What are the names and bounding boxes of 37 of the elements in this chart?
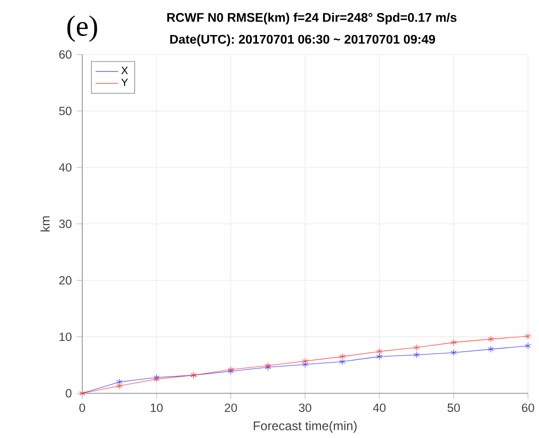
point: [376, 353, 382, 360]
x-tick-label: 60: [522, 404, 534, 412]
x-tick-label: 40: [373, 404, 386, 412]
point: [339, 353, 346, 360]
y-tick-label: 40: [58, 163, 72, 172]
point: [524, 332, 532, 340]
y-tick-label: 20: [59, 276, 72, 285]
chart-title: RCWF N0 RMSE(km) f=24 Dir=248° Spd=0.17 m/s: [167, 12, 456, 24]
x-axis-title: Forecast time(min): [254, 421, 357, 433]
y-axis-title: km: [40, 216, 50, 232]
point: [488, 346, 494, 353]
x-tick-label: 50: [448, 404, 460, 412]
point: [116, 378, 122, 386]
point: [302, 361, 308, 368]
y-tick-label: 0: [66, 389, 72, 398]
point: [450, 349, 457, 356]
point: [488, 336, 494, 343]
text: (e): [67, 16, 98, 42]
y-tick-label: 30: [59, 220, 72, 228]
point: [414, 344, 420, 352]
legend-label: X: [121, 66, 128, 74]
point: [450, 339, 457, 346]
x-tick-label: 10: [150, 404, 163, 412]
x-tick-label: 20: [224, 404, 237, 412]
point: [116, 382, 122, 390]
point: [376, 348, 382, 355]
y-tick-label: 50: [59, 106, 72, 116]
point: [414, 352, 420, 358]
legend-label: Y: [121, 78, 128, 86]
point: [302, 358, 308, 365]
point: [524, 342, 532, 350]
y-tick-label: 60: [59, 50, 72, 59]
chart-subtitle: Date(UTC): 20170701 06:30 ~ 20170701 09:49: [170, 34, 436, 46]
y-tick-label: 10: [60, 332, 72, 342]
point: [339, 358, 346, 366]
x-tick-label: 30: [298, 404, 312, 412]
x-tick-label: 0: [79, 404, 86, 412]
